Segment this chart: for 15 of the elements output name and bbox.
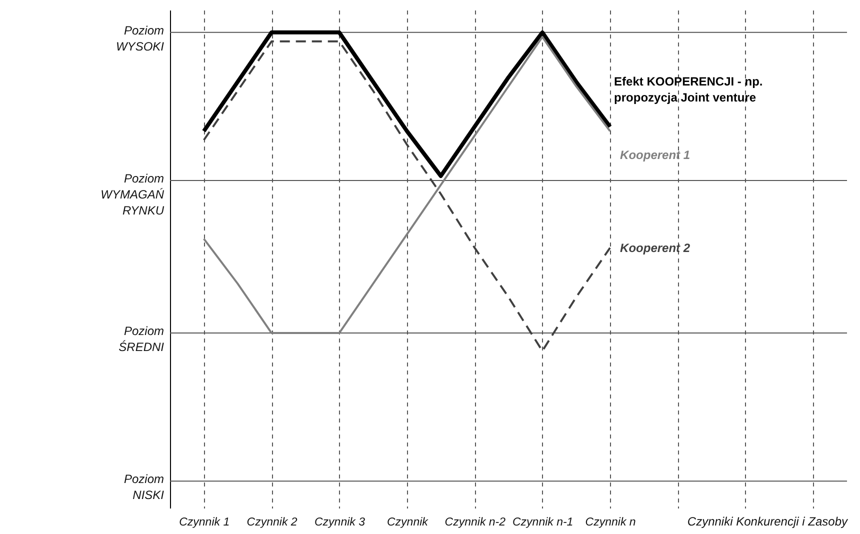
ref-line-label: Poziom WYMAGAŃ RYNKU bbox=[100, 171, 164, 218]
ref-line-label: Poziom WYSOKI bbox=[116, 23, 165, 54]
x-tick-label: Czynnik 2 bbox=[246, 516, 298, 528]
x-tick-label: Czynnik n-2 bbox=[444, 516, 506, 528]
x-tick-label: Czynnik n-1 bbox=[512, 516, 574, 528]
series-label: Kooperent 2 bbox=[620, 240, 690, 255]
ref-line-label: Poziom NISKI bbox=[124, 472, 165, 502]
ref-line-label: Poziom ŚREDNI bbox=[118, 324, 165, 354]
series-label: Efekt KOOPERENCJI - np. propozycja Joint venture bbox=[614, 74, 763, 105]
x-axis-title: Czynniki Konkurencji i Zasoby bbox=[687, 514, 848, 528]
x-tick-label: Czynnik 3 bbox=[314, 516, 366, 528]
x-tick-label: Czynnik 1 bbox=[179, 516, 230, 528]
x-tick-label: Czynnik n bbox=[585, 516, 636, 528]
x-tick-label: Czynnik bbox=[386, 516, 430, 528]
series-label: Kooperent 1 bbox=[620, 148, 690, 162]
